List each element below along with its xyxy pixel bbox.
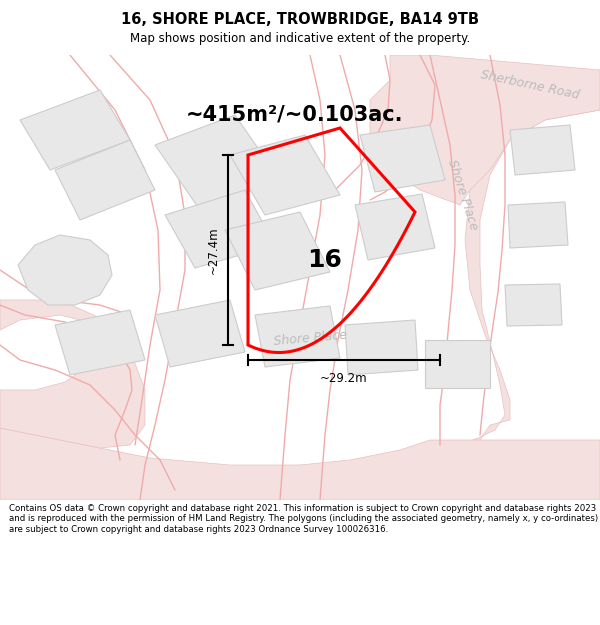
Polygon shape <box>225 212 330 290</box>
Polygon shape <box>55 310 145 375</box>
Polygon shape <box>345 320 418 375</box>
Polygon shape <box>18 235 112 305</box>
Polygon shape <box>505 284 562 326</box>
Polygon shape <box>165 190 275 268</box>
Text: 16, SHORE PLACE, TROWBRIDGE, BA14 9TB: 16, SHORE PLACE, TROWBRIDGE, BA14 9TB <box>121 12 479 27</box>
Text: Map shows position and indicative extent of the property.: Map shows position and indicative extent… <box>130 32 470 45</box>
Polygon shape <box>20 90 130 170</box>
Polygon shape <box>155 115 280 210</box>
Polygon shape <box>55 140 155 220</box>
Text: ~27.4m: ~27.4m <box>207 226 220 274</box>
Polygon shape <box>230 135 340 215</box>
Polygon shape <box>510 125 575 175</box>
Polygon shape <box>255 306 340 367</box>
Text: Shore Place: Shore Place <box>273 328 347 348</box>
Polygon shape <box>0 300 145 448</box>
Polygon shape <box>155 300 245 367</box>
Text: 16: 16 <box>308 248 343 272</box>
Polygon shape <box>430 70 600 500</box>
Text: Shore Place: Shore Place <box>445 158 481 232</box>
Text: Contains OS data © Crown copyright and database right 2021. This information is : Contains OS data © Crown copyright and d… <box>9 504 598 534</box>
Text: ~29.2m: ~29.2m <box>320 372 368 385</box>
Polygon shape <box>508 202 568 248</box>
Polygon shape <box>370 55 600 205</box>
Text: Sherborne Road: Sherborne Road <box>479 68 581 102</box>
Polygon shape <box>0 428 600 500</box>
Text: ~415m²/~0.103ac.: ~415m²/~0.103ac. <box>186 105 404 125</box>
Polygon shape <box>360 125 445 192</box>
Polygon shape <box>355 194 435 260</box>
Polygon shape <box>425 340 490 388</box>
